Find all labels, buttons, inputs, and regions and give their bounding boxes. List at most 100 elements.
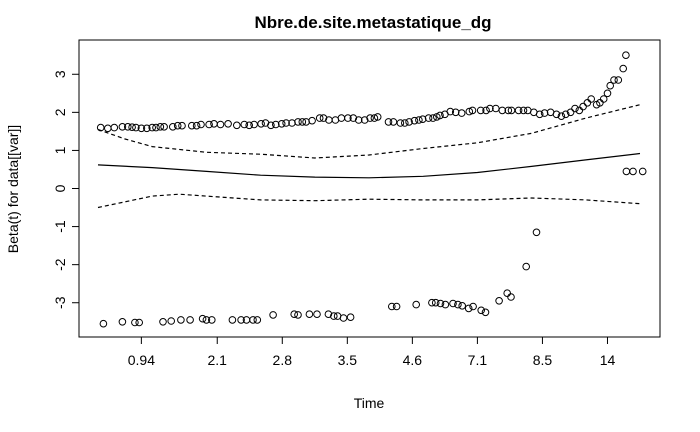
residual-point — [354, 116, 363, 124]
residual-point — [132, 123, 140, 132]
residual-point — [366, 114, 374, 122]
residual-point — [298, 118, 307, 126]
x-tick-label: 8.5 — [533, 352, 553, 368]
residual-point — [233, 121, 241, 130]
residual-point — [540, 109, 549, 117]
residual-point — [454, 300, 462, 309]
residual-point — [638, 167, 647, 176]
residual-point — [346, 313, 355, 322]
residual-point — [198, 314, 207, 323]
residual-point — [561, 110, 570, 119]
residual-point — [436, 111, 444, 120]
residual-point — [428, 298, 436, 307]
residual-point — [388, 302, 396, 311]
residual-point — [431, 298, 440, 307]
residual-point — [240, 120, 249, 129]
residual-point — [465, 107, 474, 116]
residual-point — [305, 310, 314, 319]
residual-point — [451, 108, 460, 117]
x-tick-label: 14 — [600, 352, 616, 368]
residual-point — [415, 116, 423, 124]
residual-point — [173, 121, 182, 130]
y-tick-label: -1 — [52, 220, 68, 233]
residual-point — [152, 123, 160, 132]
residual-point — [167, 317, 175, 325]
residual-point — [210, 120, 218, 128]
residual-point — [504, 106, 513, 115]
residual-point — [476, 106, 485, 115]
residual-point — [249, 316, 257, 324]
residual-point — [360, 116, 369, 124]
y-tick-label: 0 — [52, 184, 68, 192]
residual-point — [477, 306, 486, 315]
residual-point — [424, 114, 433, 122]
residual-point — [481, 308, 490, 317]
x-tick-label: 7.1 — [468, 352, 488, 368]
residual-point — [469, 302, 477, 311]
chart-title: Nbre.de.site.metastatique_dg — [254, 13, 491, 32]
residual-point — [118, 123, 127, 131]
confidence-band-line — [97, 193, 641, 209]
x-tick-label: 2.1 — [208, 352, 228, 368]
residual-point — [96, 123, 105, 132]
residual-point — [272, 120, 280, 129]
residual-point — [557, 112, 566, 120]
residual-point — [519, 106, 528, 115]
residual-point — [571, 104, 579, 113]
axes: 0.94 2.1 2.8 3.5 4.6 7.1 8.5 14 -3 -2 -1 0 1 2 3 — [52, 70, 615, 368]
residual-point — [339, 314, 348, 322]
residual-point — [370, 114, 379, 122]
residual-point — [405, 118, 413, 126]
fit-line — [97, 152, 641, 179]
y-tick-label: 3 — [52, 70, 68, 78]
residual-point — [224, 120, 232, 128]
residual-point — [389, 118, 398, 126]
residual-point — [216, 120, 225, 129]
residual-point — [156, 123, 165, 131]
residual-point — [522, 262, 531, 271]
residual-point — [629, 167, 637, 176]
residual-point — [436, 299, 445, 308]
residual-point — [308, 116, 316, 125]
residual-point — [614, 76, 623, 84]
residual-point — [228, 316, 237, 324]
residual-point — [606, 81, 615, 90]
residual-point — [290, 310, 299, 319]
residual-point — [349, 114, 358, 122]
residual-point — [503, 289, 512, 298]
residual-point — [269, 311, 277, 319]
residual-point — [186, 316, 194, 324]
residual-point — [392, 302, 401, 311]
residual-point — [99, 319, 108, 328]
residual-point — [619, 64, 628, 73]
residual-point — [507, 293, 515, 301]
residual-point — [205, 120, 213, 129]
residual-point — [344, 114, 352, 122]
residual-point — [267, 121, 275, 130]
residual-point — [457, 109, 466, 117]
residual-point — [449, 299, 457, 308]
residual-point — [596, 99, 604, 107]
residual-point — [245, 121, 253, 130]
residual-point — [294, 311, 302, 319]
residual-point — [302, 118, 310, 126]
x-tick-label: 0.94 — [128, 352, 155, 368]
residual-point — [337, 114, 346, 122]
residual-point — [169, 123, 177, 131]
residual-point — [622, 167, 631, 176]
y-axis-label: Beta(t) for data[[var]] — [5, 125, 21, 253]
x-axis-label: Time — [354, 395, 385, 411]
residual-point — [128, 123, 136, 131]
residual-point — [373, 113, 382, 121]
residual-point — [294, 118, 302, 126]
residual-point — [178, 121, 186, 130]
residual-point — [410, 116, 419, 125]
residual-point — [192, 121, 201, 130]
residual-point — [124, 123, 132, 131]
residual-point — [313, 310, 321, 319]
residual-point — [277, 120, 286, 128]
residual-point — [446, 107, 455, 116]
residual-point — [566, 108, 575, 117]
residual-point — [610, 76, 618, 84]
